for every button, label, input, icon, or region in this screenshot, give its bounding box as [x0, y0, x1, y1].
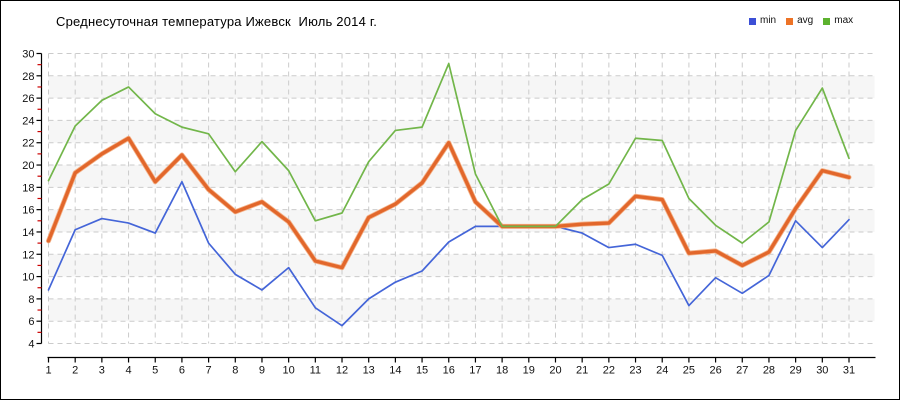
- legend-label: avg: [797, 15, 814, 26]
- x-tick-label: 19: [523, 365, 535, 377]
- x-tick-label: 12: [336, 365, 348, 377]
- x-tick-label: 8: [232, 365, 238, 377]
- x-tick-label: 6: [179, 365, 185, 377]
- x-tick-label: 30: [816, 365, 828, 377]
- x-tick-label: 29: [790, 365, 802, 377]
- x-tick-label: 24: [656, 365, 668, 377]
- legend-swatch-icon: [786, 17, 794, 25]
- x-tick-label: 5: [152, 365, 158, 377]
- y-tick-label: 6: [28, 316, 34, 328]
- x-tick-label: 22: [603, 365, 615, 377]
- x-tick-label: 25: [683, 365, 695, 377]
- y-tick-label: 14: [22, 227, 34, 239]
- x-tick-label: 31: [843, 365, 855, 377]
- x-tick-label: 15: [416, 365, 428, 377]
- x-tick-label: 7: [206, 365, 212, 377]
- series-max: [47, 62, 850, 244]
- x-axis: 1 2 3 4 5 6 7 8 9 10 11 12 13 14 15 16 17 18 19 20 21 22 23 24 2…: [45, 356, 876, 377]
- y-tick-label: 8: [28, 294, 34, 306]
- x-tick-label: 13: [363, 365, 375, 377]
- x-tick-label: 20: [549, 365, 561, 377]
- y-tick-label: 22: [22, 138, 34, 150]
- x-tick-label: 27: [736, 365, 748, 377]
- legend-label: max: [834, 15, 854, 26]
- y-tick-label: 26: [22, 93, 34, 105]
- x-tick-label: 18: [496, 365, 508, 377]
- x-tick-label: 26: [709, 365, 721, 377]
- x-tick-label: 1: [45, 365, 51, 377]
- series-avg: [46, 135, 852, 271]
- x-tick-label: 14: [389, 365, 401, 377]
- x-tick-label: 10: [283, 365, 295, 377]
- y-tick-label: 12: [22, 249, 34, 261]
- x-tick-label: 21: [576, 365, 588, 377]
- x-tick-label: 17: [469, 365, 481, 377]
- series-min: [47, 180, 850, 327]
- legend-swatch-icon: [823, 17, 831, 25]
- y-tick-label: 4: [28, 339, 34, 351]
- x-tick-label: 9: [259, 365, 265, 377]
- legend-item-min: min: [749, 16, 776, 26]
- chart-title: Среднесуточная температура Ижевск Июль 2…: [56, 14, 378, 29]
- x-tick-label: 3: [99, 365, 105, 377]
- x-tick-label: 2: [72, 365, 78, 377]
- legend-swatch-icon: [749, 17, 756, 25]
- x-tick-label: 4: [125, 365, 131, 377]
- legend-label: min: [760, 15, 777, 26]
- x-tick-label: 28: [763, 365, 775, 377]
- y-tick-label: 20: [22, 160, 34, 172]
- y-tick-label: 24: [22, 115, 34, 127]
- y-axis: 30 28 26 24 22 20 18 16 14 12 10 8 6 4: [22, 49, 43, 351]
- y-tick-label: 28: [22, 71, 34, 83]
- legend-item-avg: avg: [786, 16, 813, 26]
- y-tick-label: 16: [22, 205, 34, 217]
- x-tick-label: 16: [443, 365, 455, 377]
- x-tick-label: 23: [629, 365, 641, 377]
- legend-item-max: max: [823, 16, 853, 26]
- y-tick-label: 18: [22, 182, 34, 194]
- chart-legend: min avg max: [749, 16, 853, 26]
- y-tick-label: 10: [22, 272, 34, 284]
- x-tick-label: 11: [310, 365, 321, 377]
- y-tick-label: 30: [22, 49, 34, 61]
- gridlines: [48, 53, 875, 344]
